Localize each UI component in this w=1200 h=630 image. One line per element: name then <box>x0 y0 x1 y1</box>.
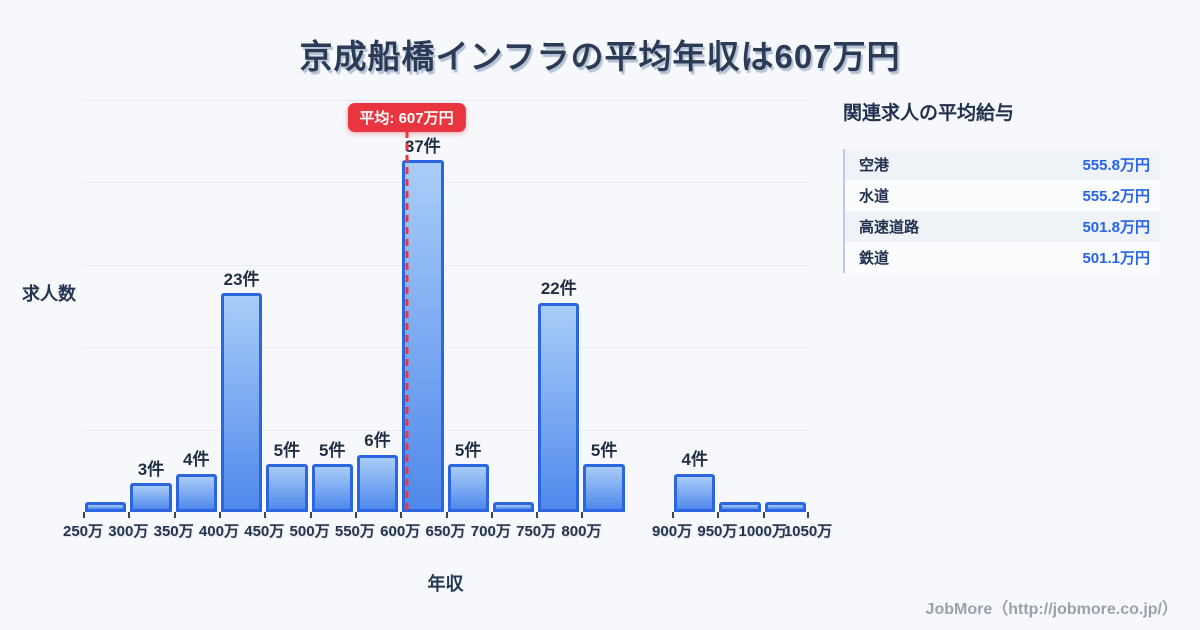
average-line <box>405 131 409 512</box>
histogram-bar-450 <box>266 464 308 512</box>
x-axis-tick <box>581 512 584 518</box>
histogram-bar-750 <box>538 303 580 512</box>
related-job-value: 501.1万円 <box>1082 250 1150 267</box>
salary-histogram-plot: 平均: 607万円 250万 3件 300万 4件 350万 23件 400万 5件 450万 5… <box>63 100 832 540</box>
histogram-bar-500 <box>311 464 353 512</box>
related-job-label: 水道 <box>859 188 890 205</box>
related-job-label: 高速道路 <box>859 219 920 236</box>
table-row: 鉄道 501.1万円 <box>845 242 1160 273</box>
bar-count-label: 4件 <box>183 450 210 469</box>
x-axis-tick <box>218 512 221 518</box>
bar-count-label: 22件 <box>540 279 577 298</box>
x-axis-tick-label: 450万 <box>244 523 285 540</box>
gridline <box>83 429 808 431</box>
x-axis-tick-label: 250万 <box>62 523 104 540</box>
gridline <box>83 264 808 266</box>
histogram-bar-900 <box>674 474 716 512</box>
x-axis-tick-label: 300万 <box>108 523 149 540</box>
x-axis-tick <box>354 512 357 518</box>
histogram-bar-1000 <box>764 502 806 512</box>
gridline <box>83 347 808 349</box>
x-axis-tick-label: 550万 <box>334 523 375 540</box>
x-axis-tick-label: 700万 <box>470 523 511 540</box>
x-axis-tick-label: 500万 <box>289 523 330 540</box>
x-axis-tick <box>672 512 675 518</box>
x-axis-tick <box>762 512 765 518</box>
bar-count-label: 4件 <box>681 450 708 469</box>
x-axis-tick <box>83 512 85 518</box>
side-panel-heading: 関連求人の平均給与 <box>843 103 1015 124</box>
x-axis-tick <box>807 512 809 518</box>
related-jobs-table: 空港 555.8万円水道 555.2万円高速道路 501.8万円鉄道 501.1万円 <box>843 149 1160 273</box>
x-axis-tick <box>490 512 493 518</box>
histogram-bar-550 <box>356 455 399 512</box>
x-axis-tick-label: 400万 <box>198 523 239 540</box>
x-axis-tick <box>173 512 176 518</box>
bar-count-label: 5件 <box>590 440 618 460</box>
x-axis-tick-label: 800万 <box>561 523 602 540</box>
x-axis-tick-label: 600万 <box>380 523 421 540</box>
page-title: 京成船橋インフラの平均年収は607万円 <box>299 38 901 75</box>
bar-count-label: 5件 <box>273 440 301 460</box>
bar-count-label: 37件 <box>404 136 441 156</box>
table-row: 水道 555.2万円 <box>845 180 1160 211</box>
x-axis-tick-label: 1000万 <box>738 523 787 540</box>
related-job-label: 鉄道 <box>859 250 890 267</box>
histogram-bar-400 <box>220 293 263 512</box>
histogram-bar-700 <box>492 502 535 512</box>
x-axis-tick <box>309 512 312 518</box>
x-axis-tick-label: 900万 <box>652 523 693 540</box>
related-job-value: 555.2万円 <box>1082 188 1150 205</box>
gridline <box>83 100 808 101</box>
histogram-bar-650 <box>447 464 489 512</box>
x-axis-tick <box>536 512 539 518</box>
table-row: 空港 555.8万円 <box>845 149 1160 180</box>
average-badge: 平均: 607万円 <box>347 103 466 132</box>
histogram-bar-300 <box>130 483 172 512</box>
table-row: 高速道路 501.8万円 <box>845 211 1160 242</box>
bar-count-label: 5件 <box>318 440 346 460</box>
x-axis-tick-label: 950万 <box>697 523 738 540</box>
histogram-bar-800 <box>583 464 625 512</box>
related-job-value: 501.8万円 <box>1082 219 1150 236</box>
histogram-bar-600 <box>402 160 444 512</box>
footer-credit: JobMore（http://jobmore.co.jp/） <box>925 601 1178 618</box>
histogram-bar-350 <box>175 474 217 512</box>
x-axis-tick <box>445 512 448 518</box>
x-axis-tick <box>400 512 403 518</box>
x-axis-tick <box>128 512 131 518</box>
related-job-label: 空港 <box>859 157 890 174</box>
gridline <box>83 182 808 184</box>
x-axis-tick-label: 1050万 <box>783 523 833 540</box>
x-axis-tick <box>264 512 267 518</box>
bar-count-label: 23件 <box>223 269 260 289</box>
x-axis-tick <box>717 512 720 518</box>
bar-count-label: 3件 <box>137 459 165 479</box>
x-axis-tick-label: 350万 <box>153 523 194 540</box>
histogram-bar-250 <box>85 502 127 512</box>
histogram-bar-950 <box>719 502 761 512</box>
bar-count-label: 6件 <box>364 431 391 450</box>
x-axis-title: 年収 <box>427 574 464 594</box>
related-job-value: 555.8万円 <box>1082 157 1150 174</box>
x-axis-tick-label: 650万 <box>425 523 466 540</box>
bar-count-label: 5件 <box>454 440 482 460</box>
related-jobs-panel: 関連求人の平均給与 空港 555.8万円水道 555.2万円高速道路 501.8万円鉄… <box>843 98 1160 273</box>
x-axis-tick-label: 750万 <box>516 523 557 540</box>
y-axis-title: 求人数 <box>22 284 76 304</box>
